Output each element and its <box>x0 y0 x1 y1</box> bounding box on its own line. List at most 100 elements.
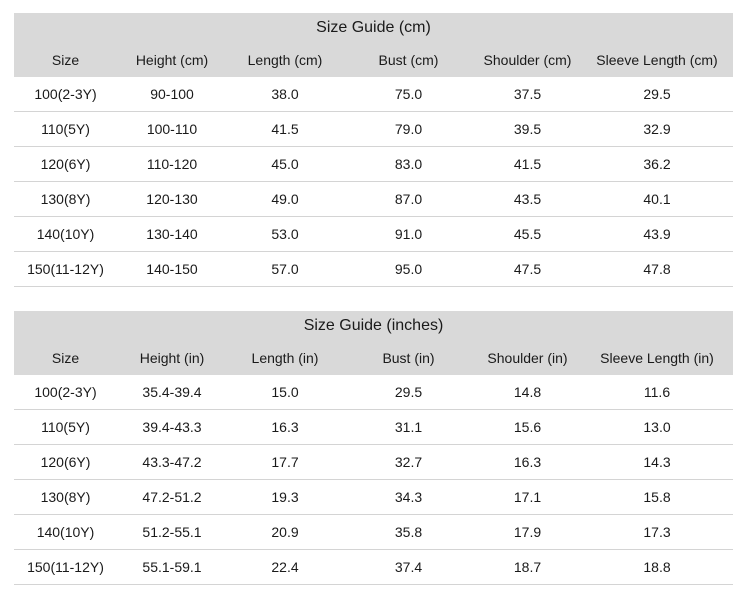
table-cell: 110(5Y) <box>41 419 90 435</box>
table-title: Size Guide (inches) <box>303 317 444 334</box>
table-cell: 13.0 <box>643 419 671 435</box>
table-row: 130(8Y) 47.2-51.2 19.3 34.3 17.1 15.8 <box>14 480 733 515</box>
table-cell: 15.0 <box>271 384 299 400</box>
table-cell: 17.3 <box>643 524 671 540</box>
table-cell: 17.9 <box>513 524 542 540</box>
table-cell: 55.1-59.1 <box>142 559 202 575</box>
table-body: 100(2-3Y) 35.4-39.4 15.0 29.5 14.8 11.6 … <box>14 375 733 585</box>
table-cell: 47.5 <box>513 261 542 277</box>
column-header-bust: Bust (cm) <box>378 52 439 68</box>
table-row: 120(6Y) 43.3-47.2 17.7 32.7 16.3 14.3 <box>14 445 733 480</box>
table-cell: 16.3 <box>513 454 542 470</box>
table-cell: 140(10Y) <box>36 226 95 242</box>
table-row: 150(11-12Y) 140-150 57.0 95.0 47.5 47.8 <box>14 252 733 287</box>
table-cell: 47.2-51.2 <box>142 489 202 505</box>
table-cell: 17.1 <box>513 489 542 505</box>
column-header-sleeve-length: Sleeve Length (cm) <box>596 52 718 68</box>
table-cell: 36.2 <box>643 156 671 172</box>
table-cell: 15.8 <box>643 489 671 505</box>
column-header-sleeve-length: Sleeve Length (in) <box>600 350 714 366</box>
table-cell: 90-100 <box>150 86 194 102</box>
table-cell: 35.8 <box>394 524 423 540</box>
table-cell: 14.3 <box>643 454 671 470</box>
table-cell: 87.0 <box>394 191 423 207</box>
table-header: Size Guide (cm) Size Height (cm) Length … <box>14 13 733 77</box>
column-header-height: Height (cm) <box>135 52 209 68</box>
column-header-size: Size <box>51 350 80 366</box>
table-row: 100(2-3Y) 35.4-39.4 15.0 29.5 14.8 11.6 <box>14 375 733 410</box>
table-cell: 43.9 <box>643 226 671 242</box>
table-cell: 32.9 <box>643 121 671 137</box>
table-cell: 35.4-39.4 <box>142 384 202 400</box>
table-cell: 49.0 <box>271 191 299 207</box>
table-cell: 32.7 <box>394 454 423 470</box>
table-row: 110(5Y) 100-110 41.5 79.0 39.5 32.9 <box>14 112 733 147</box>
table-cell: 31.1 <box>394 419 423 435</box>
table-cell: 37.5 <box>513 86 542 102</box>
table-cell: 47.8 <box>643 261 671 277</box>
table-cell: 110(5Y) <box>41 121 90 137</box>
table-cell: 43.5 <box>513 191 542 207</box>
table-cell: 150(11-12Y) <box>27 261 104 277</box>
size-guide-inches-table: Size Guide (inches) Size Height (in) Len… <box>14 311 733 585</box>
table-cell: 41.5 <box>271 121 299 137</box>
column-header-height: Height (in) <box>139 350 205 366</box>
table-cell: 39.5 <box>513 121 542 137</box>
table-cell: 17.7 <box>271 454 299 470</box>
table-cell: 140(10Y) <box>36 524 95 540</box>
column-header-row: Size Height (cm) Length (cm) Bust (cm) S… <box>14 43 733 77</box>
column-header-bust: Bust (in) <box>382 350 435 366</box>
table-cell: 18.7 <box>513 559 542 575</box>
column-header-size: Size <box>51 52 80 68</box>
column-header-length: Length (in) <box>251 350 319 366</box>
table-row: 110(5Y) 39.4-43.3 16.3 31.1 15.6 13.0 <box>14 410 733 445</box>
size-guide-cm-table: Size Guide (cm) Size Height (cm) Length … <box>14 13 733 287</box>
table-cell: 45.5 <box>513 226 542 242</box>
table-cell: 120-130 <box>146 191 198 207</box>
table-title: Size Guide (cm) <box>316 19 431 36</box>
table-cell: 37.4 <box>394 559 423 575</box>
column-header-shoulder: Shoulder (cm) <box>483 52 572 68</box>
table-cell: 95.0 <box>394 261 423 277</box>
table-cell: 140-150 <box>146 261 198 277</box>
table-cell: 100-110 <box>146 121 198 137</box>
table-cell: 38.0 <box>271 86 299 102</box>
table-row: 100(2-3Y) 90-100 38.0 75.0 37.5 29.5 <box>14 77 733 112</box>
table-cell: 20.9 <box>271 524 299 540</box>
table-cell: 150(11-12Y) <box>27 559 104 575</box>
table-cell: 29.5 <box>394 384 423 400</box>
table-cell: 120(6Y) <box>40 454 91 470</box>
table-cell: 41.5 <box>513 156 542 172</box>
table-cell: 29.5 <box>643 86 671 102</box>
table-cell: 16.3 <box>271 419 299 435</box>
table-header: Size Guide (inches) Size Height (in) Len… <box>14 311 733 375</box>
table-cell: 120(6Y) <box>40 156 91 172</box>
table-row: 120(6Y) 110-120 45.0 83.0 41.5 36.2 <box>14 147 733 182</box>
table-cell: 53.0 <box>271 226 299 242</box>
column-header-shoulder: Shoulder (in) <box>487 350 568 366</box>
column-header-length: Length (cm) <box>247 52 323 68</box>
column-header-row: Size Height (in) Length (in) Bust (in) S… <box>14 341 733 375</box>
table-cell: 51.2-55.1 <box>142 524 202 540</box>
table-cell: 110-120 <box>146 156 198 172</box>
table-cell: 79.0 <box>394 121 423 137</box>
table-cell: 40.1 <box>643 191 671 207</box>
table-row: 140(10Y) 130-140 53.0 91.0 45.5 43.9 <box>14 217 733 252</box>
table-cell: 43.3-47.2 <box>142 454 202 470</box>
table-cell: 45.0 <box>271 156 299 172</box>
table-row: 150(11-12Y) 55.1-59.1 22.4 37.4 18.7 18.… <box>14 550 733 585</box>
table-cell: 57.0 <box>271 261 299 277</box>
table-cell: 91.0 <box>394 226 423 242</box>
table-cell: 83.0 <box>394 156 423 172</box>
table-cell: 19.3 <box>271 489 299 505</box>
table-body: 100(2-3Y) 90-100 38.0 75.0 37.5 29.5 110… <box>14 77 733 287</box>
table-cell: 130-140 <box>146 226 198 242</box>
table-cell: 75.0 <box>394 86 423 102</box>
table-cell: 14.8 <box>513 384 542 400</box>
table-row: 140(10Y) 51.2-55.1 20.9 35.8 17.9 17.3 <box>14 515 733 550</box>
table-cell: 39.4-43.3 <box>142 419 202 435</box>
table-cell: 18.8 <box>643 559 671 575</box>
table-row: 130(8Y) 120-130 49.0 87.0 43.5 40.1 <box>14 182 733 217</box>
table-cell: 34.3 <box>394 489 423 505</box>
table-cell: 100(2-3Y) <box>34 384 97 400</box>
